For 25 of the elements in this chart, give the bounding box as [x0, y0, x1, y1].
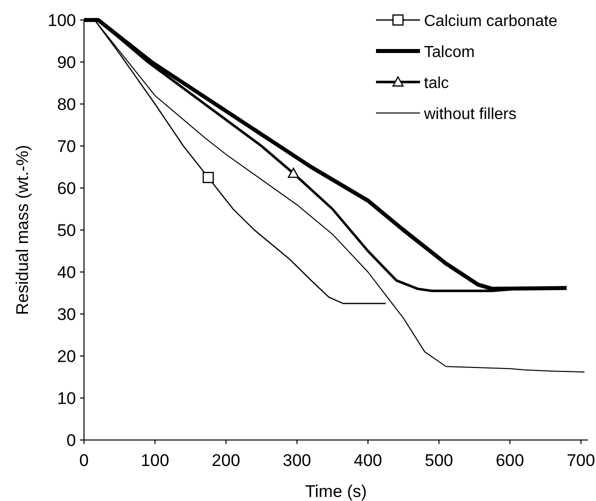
x-axis-title: Time (s) [305, 482, 367, 501]
y-tick-label: 100 [48, 11, 76, 30]
legend-label: talc [424, 75, 449, 92]
x-tick-label: 100 [140, 451, 170, 470]
legend-label: Calcium carbonate [424, 13, 558, 30]
y-tick-label: 80 [57, 95, 76, 114]
x-tick-label: 400 [354, 451, 382, 470]
x-tick-label: 0 [79, 451, 89, 470]
y-tick-label: 10 [57, 389, 76, 408]
y-tick-label: 30 [57, 305, 76, 324]
legend-label: Talcom [424, 44, 475, 61]
y-tick-label: 60 [57, 179, 76, 198]
x-tick-label: 700 [566, 451, 596, 470]
legend-label: without fillers [423, 106, 516, 123]
y-tick-label: 0 [66, 431, 76, 450]
x-tick-label: 500 [424, 451, 454, 470]
y-tick-label: 20 [57, 347, 76, 366]
y-tick-label: 50 [57, 221, 76, 240]
y-tick-label: 40 [57, 263, 76, 282]
y-axis-title: Residual mass (wt.-%) [13, 144, 32, 316]
y-tick-label: 90 [57, 53, 76, 72]
x-tick-label: 600 [496, 451, 524, 470]
y-tick-label: 70 [57, 137, 76, 156]
x-tick-label: 300 [282, 451, 312, 470]
x-tick-label: 200 [212, 451, 240, 470]
